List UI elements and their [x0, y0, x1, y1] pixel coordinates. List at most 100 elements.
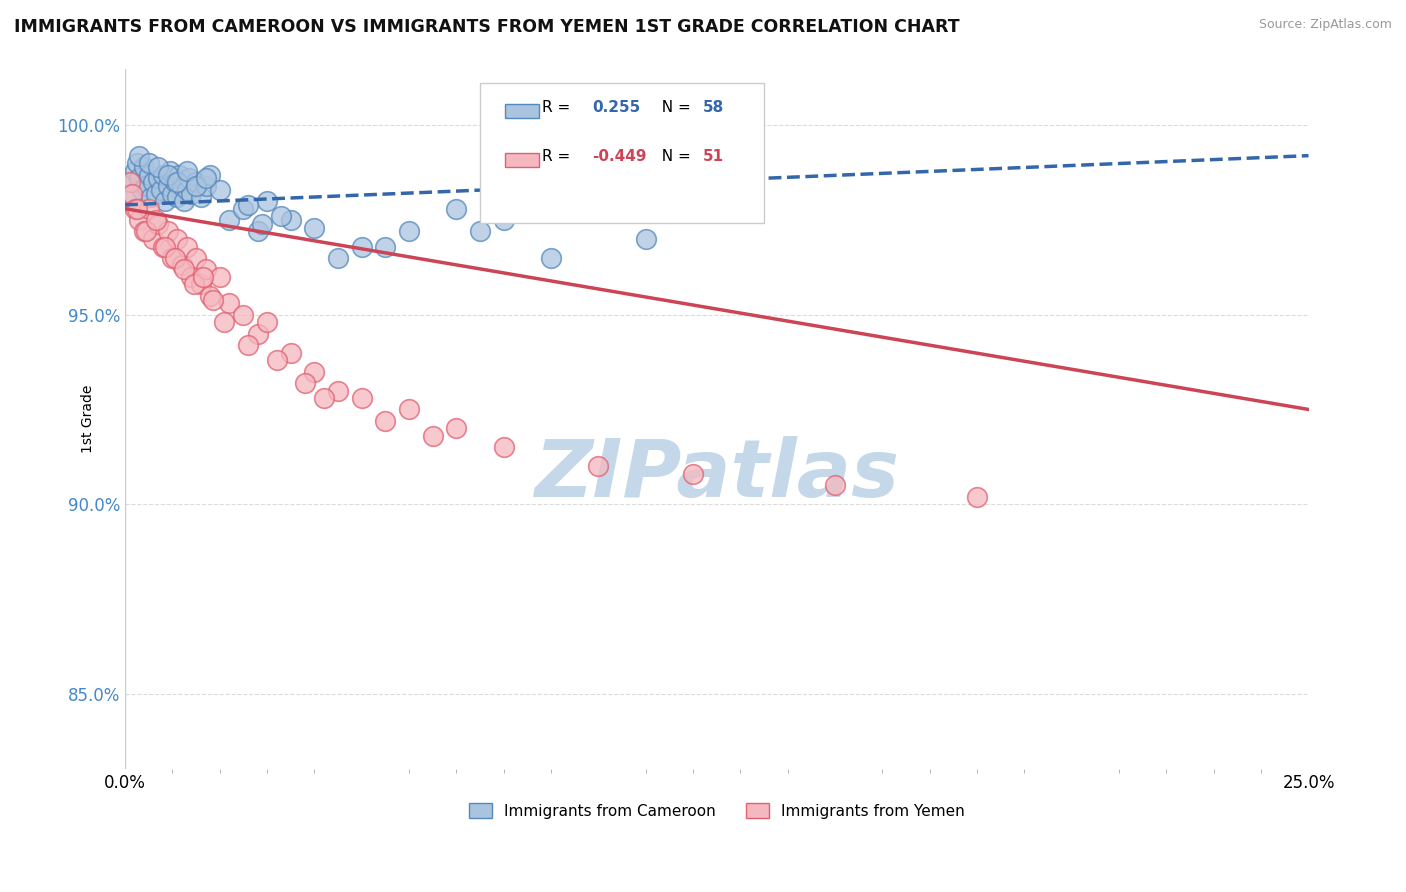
Point [201, 293, 224, 307]
Point [128, 148, 150, 162]
Point [280, 345, 302, 359]
Point [350, 391, 373, 405]
Point [246, 326, 269, 341]
Point [194, 262, 217, 277]
Point [166, 175, 188, 189]
Point [446, 421, 468, 435]
Point [326, 251, 349, 265]
Point [166, 232, 188, 246]
Point [159, 163, 181, 178]
Point [152, 239, 174, 253]
Point [128, 171, 150, 186]
Point [152, 168, 174, 182]
Point [194, 171, 217, 186]
Point [682, 467, 704, 481]
Point [173, 194, 195, 208]
Point [121, 186, 143, 201]
Point [194, 178, 217, 193]
Text: R =: R = [541, 100, 575, 114]
Point [492, 440, 515, 454]
Text: IMMIGRANTS FROM CAMEROON VS IMMIGRANTS FROM YEMEN 1ST GRADE CORRELATION CHART: IMMIGRANTS FROM CAMEROON VS IMMIGRANTS F… [14, 18, 960, 36]
Point [634, 232, 657, 246]
Point [180, 186, 202, 201]
Point [256, 315, 278, 329]
Text: N =: N = [652, 100, 696, 114]
FancyBboxPatch shape [479, 83, 763, 223]
FancyBboxPatch shape [505, 153, 540, 167]
Legend: Immigrants from Cameroon, Immigrants from Yemen: Immigrants from Cameroon, Immigrants fro… [463, 797, 972, 825]
Text: 0.255: 0.255 [592, 100, 641, 114]
Point [208, 269, 231, 284]
Point [139, 190, 162, 204]
Point [191, 269, 214, 284]
Point [118, 175, 141, 189]
Text: Source: ZipAtlas.com: Source: ZipAtlas.com [1258, 18, 1392, 31]
Point [125, 156, 148, 170]
Point [149, 183, 172, 197]
Point [824, 478, 846, 492]
Point [214, 315, 236, 329]
Point [304, 365, 326, 379]
Point [270, 209, 292, 223]
Point [183, 277, 205, 292]
Point [142, 232, 165, 246]
Point [131, 183, 153, 197]
Point [138, 168, 160, 182]
Text: N =: N = [652, 149, 696, 163]
Point [170, 178, 193, 193]
Point [121, 175, 143, 189]
Point [236, 198, 259, 212]
Point [374, 239, 396, 253]
Point [304, 220, 326, 235]
Point [138, 202, 160, 216]
Point [162, 186, 184, 201]
Point [184, 251, 207, 265]
Point [266, 353, 288, 368]
Point [135, 224, 157, 238]
Point [135, 178, 157, 193]
Point [125, 202, 148, 216]
Y-axis label: 1st Grade: 1st Grade [82, 384, 96, 453]
Point [138, 156, 160, 170]
Point [398, 224, 420, 238]
Point [200, 168, 222, 182]
Point [422, 429, 444, 443]
Text: 51: 51 [703, 149, 724, 163]
Point [156, 224, 179, 238]
Point [145, 186, 167, 201]
Point [124, 163, 146, 178]
Point [128, 213, 150, 227]
Point [398, 402, 420, 417]
Point [169, 168, 191, 182]
Point [173, 262, 195, 277]
Point [176, 183, 198, 197]
Point [124, 202, 146, 216]
Point [184, 178, 207, 193]
Point [280, 213, 302, 227]
Point [540, 251, 562, 265]
Point [163, 251, 186, 265]
Point [246, 224, 269, 238]
Point [588, 459, 610, 474]
Point [190, 190, 212, 204]
Point [155, 239, 177, 253]
Point [468, 224, 491, 238]
Point [312, 391, 335, 405]
Point [492, 213, 515, 227]
Point [184, 175, 207, 189]
Point [176, 239, 198, 253]
Point [156, 178, 179, 193]
Text: -0.449: -0.449 [592, 149, 647, 163]
Text: R =: R = [541, 149, 575, 163]
FancyBboxPatch shape [505, 103, 540, 118]
Point [232, 308, 254, 322]
Point [148, 171, 170, 186]
Point [132, 160, 155, 174]
Point [236, 338, 259, 352]
Point [162, 251, 184, 265]
Point [326, 384, 349, 398]
Point [176, 163, 198, 178]
Point [155, 194, 177, 208]
Point [166, 190, 188, 204]
Point [350, 239, 373, 253]
